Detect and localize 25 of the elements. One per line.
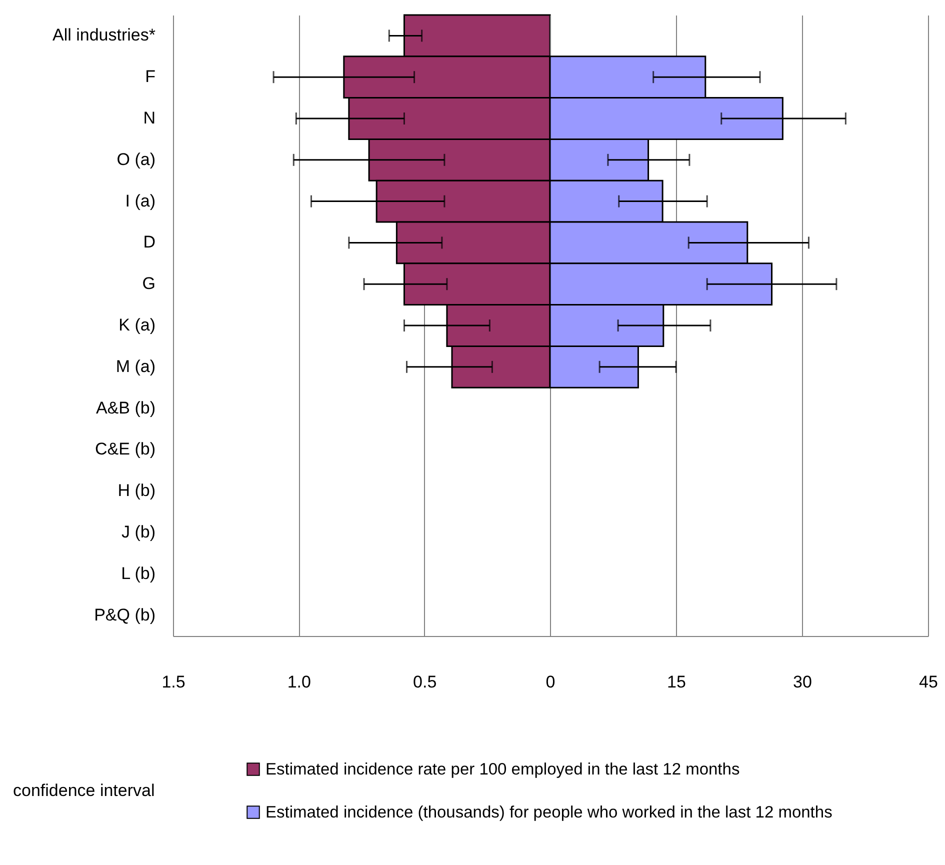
y-tick-label: J (b) — [122, 522, 156, 542]
x-tick-label: 1.5 — [162, 672, 186, 692]
y-tick-label: G — [142, 274, 156, 294]
y-tick-label: All industries* — [52, 26, 156, 45]
legend-label: Estimated incidence rate per 100 employed in the last 12 months — [266, 760, 740, 778]
x-tick-label: 15 — [667, 672, 686, 692]
y-tick-label: H (b) — [118, 481, 156, 500]
y-tick-label: L (b) — [121, 564, 156, 583]
x-tick-label: 1.0 — [287, 672, 311, 692]
x-tick-label: 0.5 — [413, 672, 437, 692]
y-tick-label: M (a) — [116, 356, 156, 376]
y-tick-label: I (a) — [125, 191, 156, 210]
y-tick-label: D — [143, 232, 156, 252]
y-tick-label: N — [143, 108, 156, 128]
y-tick-label: O (a) — [116, 150, 156, 169]
y-tick-label: K (a) — [118, 316, 156, 334]
x-tick-label: 0 — [546, 672, 556, 692]
x-tick-label: 30 — [793, 672, 812, 692]
y-tick-label: P&Q (b) — [94, 605, 156, 624]
y-tick-label: F — [145, 67, 156, 86]
legend-label: Estimated incidence (thousands) for people who worked in the last 12 months — [266, 803, 832, 822]
y-tick-label: A&B (b) — [96, 398, 156, 418]
y-tick-label: C&E (b) — [95, 440, 156, 459]
x-tick-label: 45 — [919, 672, 938, 692]
text: confidence interval — [13, 781, 155, 800]
